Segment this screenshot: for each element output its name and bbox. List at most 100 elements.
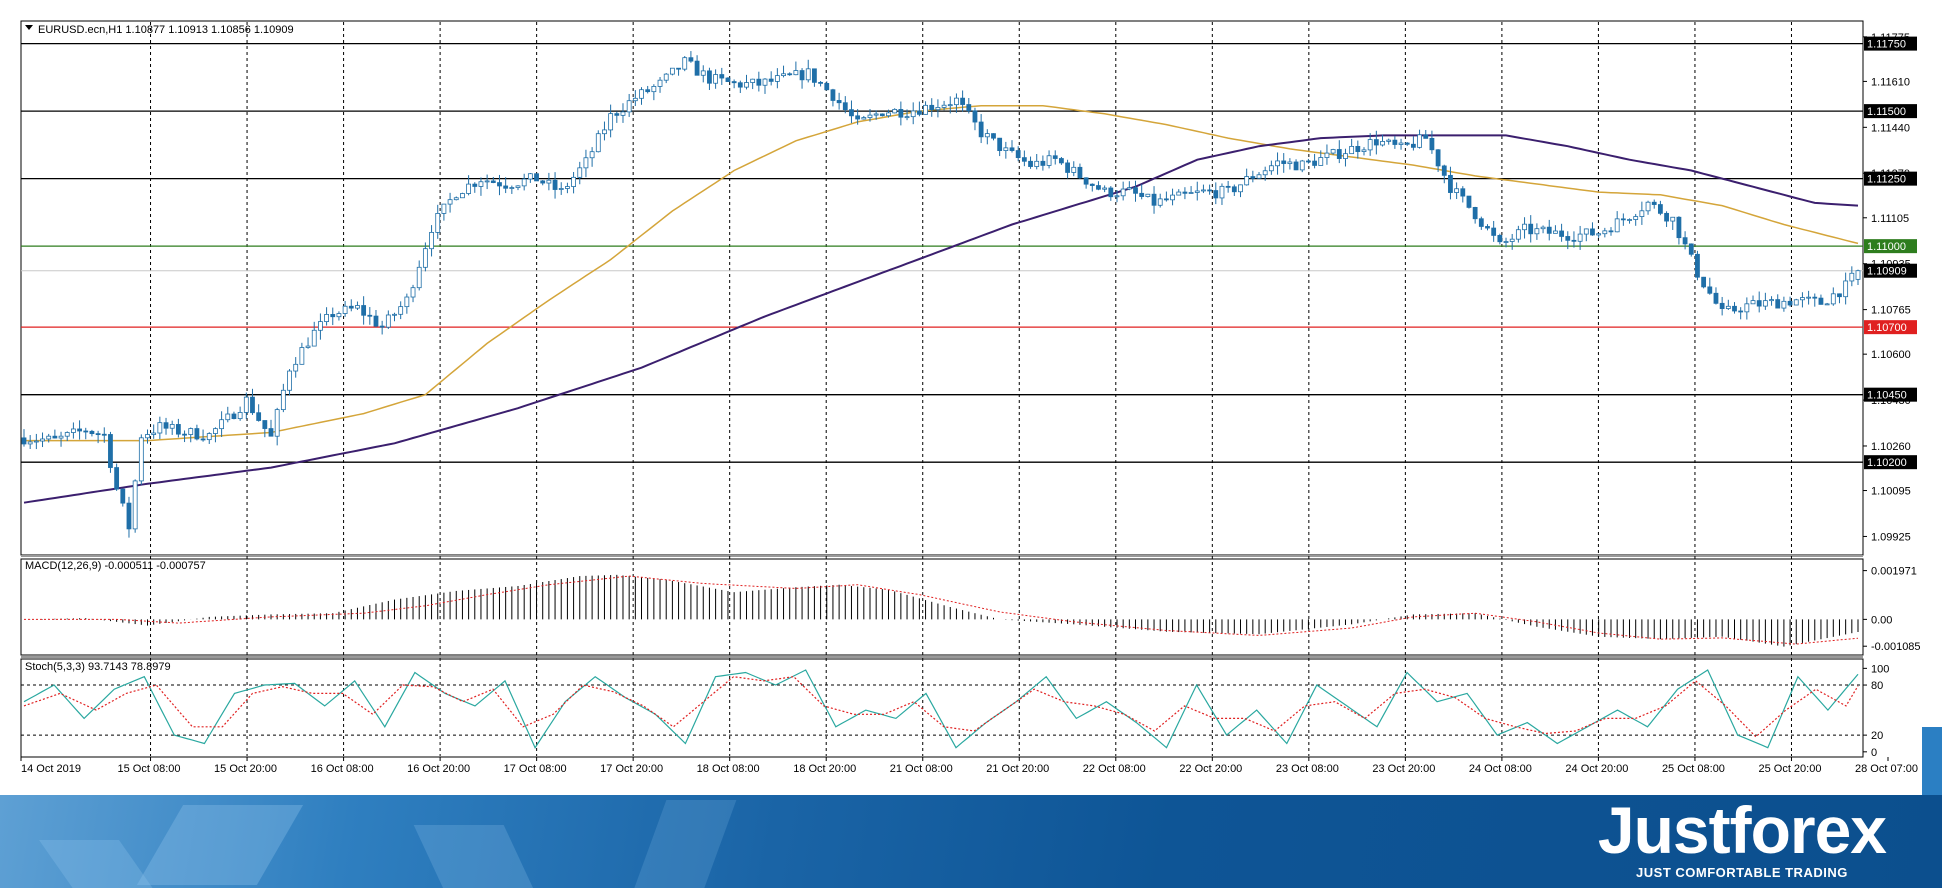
candle-body	[1256, 174, 1262, 179]
level-price-tag	[1864, 239, 1917, 254]
candle-body	[1583, 228, 1589, 235]
candle-body	[77, 428, 82, 432]
candle-body	[1546, 226, 1552, 234]
candle-body	[793, 70, 799, 76]
candle-body	[663, 73, 669, 81]
candle-body	[1108, 187, 1114, 198]
candle-body	[886, 112, 891, 117]
candle-body	[324, 314, 329, 323]
candle-body	[1614, 218, 1620, 233]
candle-body	[1509, 238, 1515, 242]
candle-body	[1071, 166, 1077, 173]
x-tick-label: 24 Oct 20:00	[1565, 763, 1628, 775]
candle-body	[145, 434, 150, 439]
y-tick-label: 1.11610	[1871, 76, 1910, 88]
candle-body	[1577, 233, 1583, 242]
candle-body	[651, 86, 657, 93]
candle-body	[447, 199, 453, 205]
level-price-tag	[1864, 320, 1917, 335]
candle-body	[1404, 142, 1410, 145]
candle-body	[1830, 293, 1836, 305]
candle-body	[1287, 161, 1293, 164]
candle-body	[707, 70, 712, 84]
candle-body	[954, 97, 959, 106]
candle-body	[521, 178, 527, 187]
stoch-y-tick-label: 100	[1871, 663, 1889, 675]
candle-body	[1170, 194, 1175, 201]
level-price-tag	[1864, 387, 1917, 402]
candle-body	[1762, 300, 1768, 307]
candle-body	[367, 314, 373, 317]
level-price-label: 1.11500	[1867, 106, 1906, 118]
candle-body	[1688, 243, 1694, 255]
candle-body	[1244, 176, 1250, 186]
candle-body	[750, 78, 756, 83]
candle-body	[1312, 160, 1317, 166]
candle-body	[552, 179, 558, 190]
candle-body	[602, 129, 607, 135]
candle-body	[398, 306, 404, 315]
x-tick-label: 23 Oct 08:00	[1276, 763, 1339, 775]
candle-body	[318, 321, 323, 331]
candle-body	[688, 57, 694, 62]
candle-body	[608, 113, 614, 131]
candle-body	[1781, 300, 1787, 309]
x-tick-label: 17 Oct 20:00	[600, 763, 663, 775]
candle-body	[1114, 195, 1120, 198]
candle-body	[429, 231, 434, 250]
candle-body	[213, 428, 218, 434]
candle-body	[910, 110, 916, 118]
x-tick-label: 23 Oct 20:00	[1372, 763, 1435, 775]
candle-body	[824, 82, 830, 91]
candle-body	[645, 89, 651, 93]
candle-body	[1503, 241, 1509, 243]
macd-panel-frame	[20, 558, 1864, 656]
candle-body	[1559, 230, 1564, 237]
candle-body	[274, 409, 280, 437]
candle-body	[1219, 185, 1225, 199]
stoch-panel-frame	[20, 658, 1864, 758]
candle-body	[916, 110, 922, 115]
candle-body	[1133, 187, 1138, 194]
candle-body	[108, 434, 113, 468]
candle-body	[1695, 253, 1700, 278]
candle-body	[1281, 160, 1287, 164]
x-tick-label: 15 Oct 08:00	[118, 763, 181, 775]
y-tick-label: 1.11105	[1871, 213, 1909, 225]
candle-body	[577, 167, 583, 178]
stoch-title: Stoch(5,3,3) 93.7143 78.8979	[25, 661, 171, 673]
candle-body	[169, 424, 175, 429]
y-tick-label: 1.09925	[1871, 531, 1911, 543]
candle-body	[1812, 296, 1818, 299]
x-tick-label: 16 Oct 20:00	[407, 763, 470, 775]
dropdown-triangle-icon[interactable]	[25, 25, 33, 30]
candle-body	[676, 67, 681, 70]
candle-body	[1800, 297, 1805, 301]
candle-body	[1639, 210, 1645, 217]
level-price-label: 1.11750	[1867, 39, 1906, 51]
y-tick-label: 1.11440	[1871, 122, 1910, 134]
candle-body	[163, 422, 169, 429]
candle-body	[1398, 142, 1404, 145]
candle-body	[1670, 216, 1676, 222]
candle-body	[342, 305, 348, 314]
candle-body	[1472, 206, 1478, 220]
candle-body	[879, 113, 885, 117]
candle-body	[355, 305, 360, 309]
candle-body	[1565, 236, 1571, 241]
candle-body	[1633, 216, 1639, 220]
candle-body	[719, 74, 725, 79]
candle-body	[1299, 160, 1305, 171]
macd-y-tick-label: 0.001971	[1871, 566, 1917, 578]
candle-body	[460, 193, 465, 199]
candle-body	[1806, 296, 1811, 299]
candle-body	[1553, 230, 1558, 234]
candle-body	[713, 74, 719, 84]
candle-body	[348, 305, 354, 309]
candle-body	[1460, 188, 1466, 197]
candle-body	[1645, 201, 1651, 212]
macd-title: MACD(12,26,9) -0.000511 -0.000757	[25, 560, 206, 572]
candle-body	[1793, 299, 1799, 306]
candle-body	[812, 68, 817, 83]
candle-body	[1028, 160, 1033, 167]
